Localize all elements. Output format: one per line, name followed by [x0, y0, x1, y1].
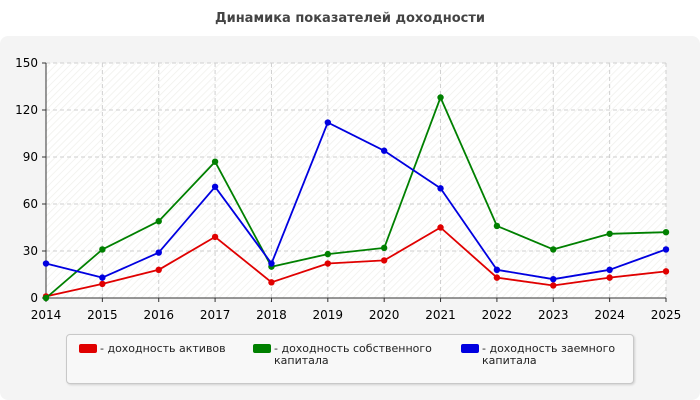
series-2-point — [550, 276, 557, 283]
series-2-point — [324, 119, 332, 126]
series-line-2 — [45, 121, 667, 281]
series-0-point — [662, 268, 670, 275]
series-1-point — [437, 94, 444, 101]
legend-label-equity: - доходность собственного капитала — [274, 342, 432, 367]
y-tick-label: 60 — [23, 197, 38, 211]
legend: - доходность активов - доходность собств… — [66, 334, 634, 384]
series-1-point — [155, 218, 162, 225]
series-0-point — [380, 257, 388, 264]
series-1-point — [550, 246, 557, 253]
series-0-point — [99, 280, 106, 288]
x-tick-label: 2021 — [425, 308, 456, 322]
series-2-point — [437, 185, 444, 192]
series-2-point — [268, 260, 275, 267]
x-tick-label: 2023 — [538, 308, 569, 322]
series-1-point — [42, 294, 50, 302]
legend-item-equity: - доходность собственного капитала — [253, 343, 432, 367]
series-2-point — [662, 246, 670, 253]
series-1-point — [662, 229, 670, 236]
x-tick-label: 2015 — [87, 308, 118, 322]
series-1-point — [99, 246, 106, 253]
x-tick-label: 2017 — [200, 308, 231, 322]
y-tick-label: 30 — [23, 244, 38, 258]
x-tick-label: 2018 — [256, 308, 287, 322]
series-line-0 — [45, 226, 667, 298]
series-0-point — [155, 266, 162, 273]
legend-swatch-debt — [461, 344, 479, 353]
x-tick-label: 2025 — [651, 308, 682, 322]
x-tick-label: 2019 — [313, 308, 344, 322]
series-1-point — [493, 222, 501, 230]
legend-swatch-equity — [253, 344, 271, 353]
series-2-point — [606, 266, 613, 273]
x-tick-label: 2020 — [369, 308, 400, 322]
legend-swatch-assets — [79, 344, 97, 353]
series-2-point — [99, 274, 106, 281]
series-2-point — [211, 183, 219, 190]
series-1-point — [606, 230, 613, 237]
legend-label-debt: - доходность заемного капитала — [482, 342, 616, 367]
x-tick-label: 2014 — [31, 308, 62, 322]
y-tick-label: 0 — [30, 291, 38, 305]
series-2-point — [42, 260, 50, 267]
x-tick-label: 2022 — [482, 308, 513, 322]
series-0-point — [211, 233, 219, 241]
series-2-point — [380, 147, 388, 154]
series-1-point — [211, 158, 219, 165]
x-tick-label: 2016 — [143, 308, 174, 322]
legend-label-assets: - доходность активов — [100, 342, 226, 355]
series-2-point — [155, 249, 162, 256]
series-0-point — [437, 224, 444, 231]
series-0-point — [268, 279, 275, 286]
series-line-1 — [45, 96, 667, 299]
series-2-point — [493, 266, 501, 273]
chart-title: Динамика показателей доходности — [215, 11, 485, 26]
y-tick-label: 120 — [15, 103, 38, 117]
series-1-point — [380, 244, 388, 252]
series-0-point — [324, 260, 332, 267]
y-tick-label: 150 — [15, 56, 38, 70]
legend-item-debt: - доходность заемного капитала — [461, 343, 615, 367]
series-0-point — [493, 274, 501, 281]
series-0-point — [550, 282, 557, 289]
plot-area — [46, 63, 666, 298]
x-tick-label: 2024 — [594, 308, 625, 322]
legend-item-assets: - доходность активов — [79, 343, 226, 355]
series-0-point — [606, 274, 613, 281]
series-1-point — [324, 250, 332, 258]
y-tick-label: 90 — [23, 150, 38, 164]
